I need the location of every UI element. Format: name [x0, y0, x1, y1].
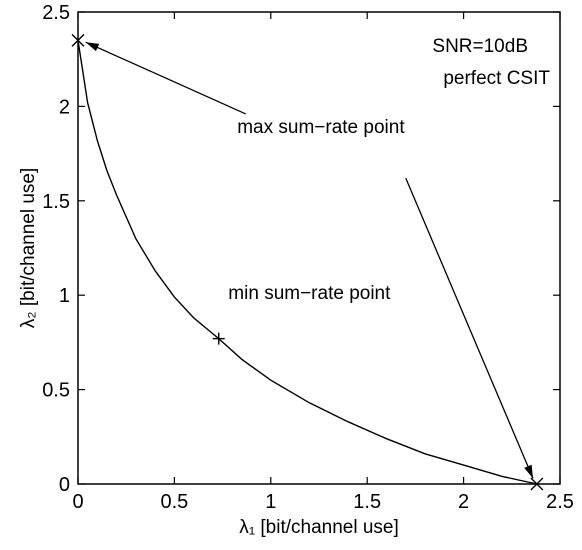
y-tick-label: 1.5 — [42, 191, 70, 213]
x-tick-label: 1.5 — [353, 491, 381, 513]
tick-marks — [77, 11, 561, 485]
y-tick-label: 0 — [59, 474, 70, 496]
arrow — [85, 41, 247, 115]
arrow — [405, 177, 534, 479]
arrow-head — [85, 42, 100, 52]
arrow-shaft — [85, 41, 247, 115]
x-tick-label: 0.5 — [160, 491, 188, 513]
marker-stroke — [71, 33, 85, 47]
x-marker — [71, 33, 85, 47]
plus-marker — [212, 332, 225, 345]
annotation-text: max sum−rate point — [237, 117, 405, 138]
x-marker — [530, 477, 544, 491]
annotations: SNR=10dB perfect CSIT max sum−rate point mi… — [228, 36, 550, 304]
markers — [71, 33, 544, 491]
y-tick-label: 0.5 — [42, 380, 70, 402]
x-tick-label: 2.5 — [546, 491, 574, 513]
y-tick-label: 2 — [59, 96, 70, 118]
y-tick-label: 1 — [59, 285, 70, 307]
plot-frame — [77, 11, 561, 485]
arrow-shaft — [405, 177, 534, 479]
annotation-text: SNR=10dB — [432, 36, 528, 57]
arrow-head — [524, 464, 534, 479]
series-line — [77, 40, 538, 485]
x-axis-label: λ₁ [bit/channel use] — [239, 517, 399, 538]
tick-labels: 0 0.5 1 1.5 2 2.5 0 0.5 1 1.5 2 2.5 — [42, 2, 574, 513]
marker-stroke — [530, 477, 544, 491]
y-axis-label: λ₂ [bit/channel use] — [18, 168, 39, 329]
x-tick-label: 2 — [458, 491, 469, 513]
y-tick-label: 2.5 — [42, 2, 70, 24]
x-tick-label: 0 — [72, 491, 83, 513]
annotation-text: min sum−rate point — [228, 283, 391, 304]
x-tick-label: 1 — [265, 491, 276, 513]
arrows — [85, 41, 534, 479]
annotation-text: perfect CSIT — [443, 68, 550, 89]
